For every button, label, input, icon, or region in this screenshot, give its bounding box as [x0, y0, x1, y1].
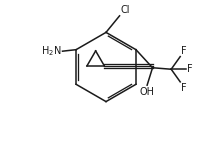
Text: F: F [180, 46, 185, 56]
Text: H$_2$N: H$_2$N [41, 44, 61, 58]
Text: F: F [186, 64, 191, 74]
Text: F: F [180, 83, 185, 93]
Text: Cl: Cl [120, 5, 130, 15]
Text: OH: OH [138, 87, 153, 97]
